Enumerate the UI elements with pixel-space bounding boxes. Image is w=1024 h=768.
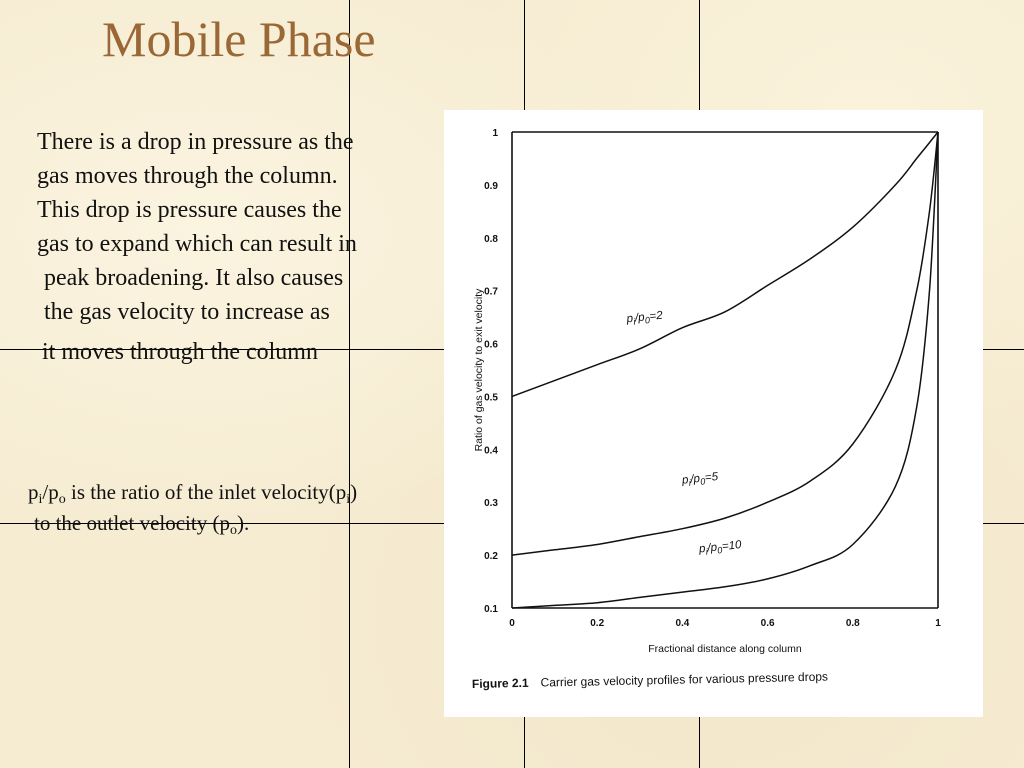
series-label-3: pi/p0=10 [698, 539, 743, 558]
series-line-1 [511, 131, 939, 398]
horizontal-guide-line-1 [0, 349, 444, 350]
note-line2-text: to the outlet velocity (p [34, 511, 230, 535]
note-sub-i: i [38, 492, 43, 507]
series-line-2 [511, 131, 939, 556]
body-line-5: peak broadening. It also causes [44, 265, 344, 291]
x-tick-label: 0.8 [846, 618, 860, 629]
body-line-7: it moves through the column [42, 339, 318, 365]
x-tick-label: 1 [935, 618, 941, 629]
body-line-1: There is a drop in pressure as the [37, 129, 354, 155]
series-label-1: pi/p0=2 [625, 310, 664, 328]
note-sub-o: o [58, 492, 66, 507]
x-axis-label: Fractional distance along column [648, 643, 802, 655]
note-slash-p: /p [42, 480, 59, 504]
body-line-6: the gas velocity to increase as [44, 299, 330, 325]
ratio-note-line-1: pi/po is the ratio of the inlet velocity… [28, 482, 357, 507]
x-tick-label: 0.6 [761, 618, 775, 629]
y-tick-label: 0.8 [484, 234, 498, 245]
note-sub-i2: i [346, 492, 351, 507]
note-p: p [28, 480, 39, 504]
body-line-3: This drop is pressure causes the [37, 197, 342, 223]
y-tick-label: 0.4 [484, 445, 498, 456]
y-axis-label: Ratio of gas velocity to exit velocity [473, 288, 485, 452]
note-close: ) [350, 480, 358, 504]
series-label-2: pi/p0=5 [680, 471, 719, 489]
y-tick-label: 0.1 [484, 604, 498, 615]
horizontal-guide-line-1b [983, 349, 1024, 350]
y-tick-label: 0.7 [484, 287, 498, 298]
y-tick-label: 0.3 [484, 498, 498, 509]
horizontal-guide-line-2 [0, 523, 444, 524]
note-line2-close: ). [236, 511, 250, 535]
vertical-guide-line-2 [524, 0, 525, 110]
vertical-guide-line-2b [524, 717, 525, 768]
x-tick-label: 0 [509, 618, 515, 629]
note-rest: is the ratio of the inlet velocity(p [65, 480, 347, 504]
velocity-profile-figure: 0.1 0.2 0.3 0.4 0.5 0.6 0.7 0.8 0.9 1 0 0.2 0.4 0.6 0.… [444, 110, 983, 717]
horizontal-guide-line-2b [983, 523, 1024, 524]
y-tick-label: 0.2 [484, 551, 498, 562]
slide-title: Mobile Phase [102, 11, 376, 67]
y-tick-label: 0.6 [484, 340, 498, 351]
body-line-2: gas moves through the column. [37, 163, 338, 189]
ratio-note-line-2: to the outlet velocity (po). [34, 513, 249, 538]
y-tick-label: 1 [492, 128, 498, 139]
y-tick-label: 0.5 [484, 392, 498, 403]
body-line-4: gas to expand which can result in [37, 231, 357, 257]
vertical-guide-line-3 [699, 0, 700, 110]
velocity-profile-chart: 0.1 0.2 0.3 0.4 0.5 0.6 0.7 0.8 0.9 1 0 0.2 0.4 0.6 0.… [472, 128, 941, 691]
y-tick-label: 0.9 [484, 181, 498, 192]
note-line2-sub-o: o [229, 523, 237, 538]
series-line-3 [511, 131, 939, 609]
vertical-guide-line-3b [699, 717, 700, 768]
x-tick-label: 0.2 [590, 618, 604, 629]
x-tick-label: 0.4 [675, 618, 689, 629]
figure-caption: Figure 2.1 Carrier gas velocity profiles … [472, 670, 828, 691]
vertical-guide-line-1 [349, 0, 350, 768]
